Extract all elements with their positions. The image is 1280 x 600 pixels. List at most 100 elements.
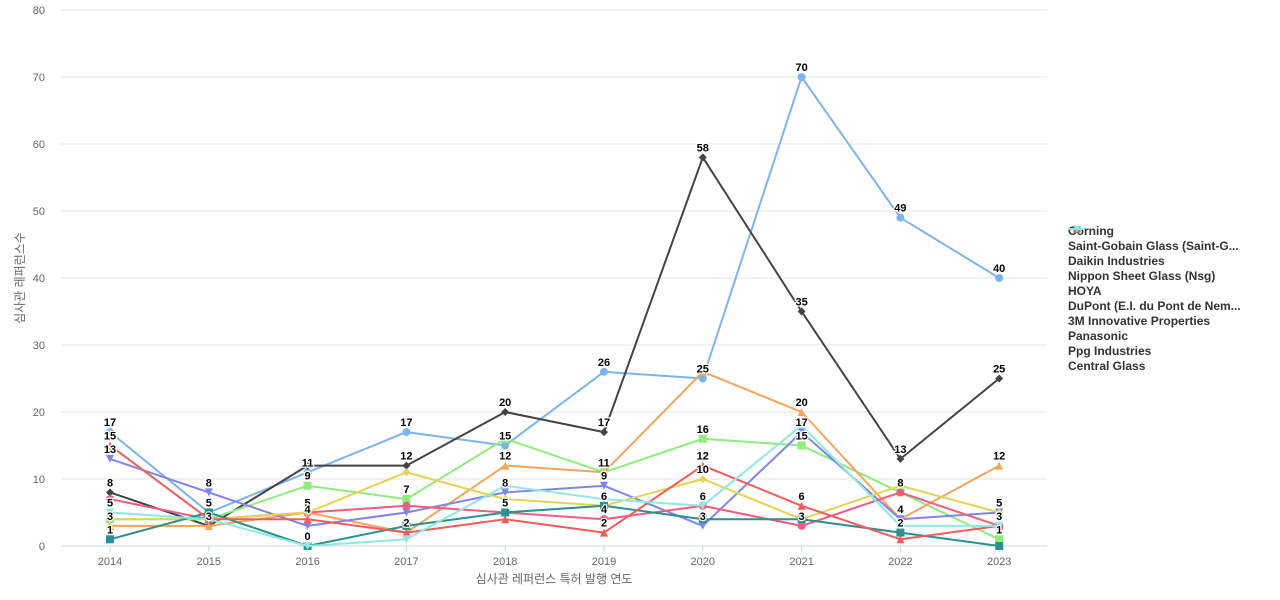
- y-tick-label: 70: [33, 72, 45, 84]
- data-point[interactable]: [797, 521, 806, 530]
- data-point[interactable]: [698, 501, 707, 510]
- data-point[interactable]: [797, 408, 806, 416]
- data-point[interactable]: [995, 374, 1004, 383]
- legend-item[interactable]: 3M Innovative Properties: [1068, 225, 1278, 328]
- data-point[interactable]: [303, 515, 312, 524]
- data-point[interactable]: [600, 481, 608, 490]
- data-point[interactable]: [106, 428, 114, 437]
- data-point[interactable]: [106, 495, 114, 504]
- data-point[interactable]: [204, 521, 213, 530]
- data-point[interactable]: [402, 501, 411, 510]
- legend-item[interactable]: Nippon Sheet Glass (Nsg): [1068, 225, 1278, 283]
- data-point[interactable]: [797, 441, 806, 450]
- data-point[interactable]: [698, 515, 707, 524]
- data-point[interactable]: [501, 434, 510, 443]
- data-point[interactable]: [501, 461, 510, 470]
- data-point[interactable]: [106, 515, 114, 524]
- data-point[interactable]: [698, 374, 707, 383]
- series-line[interactable]: [109, 504, 1001, 547]
- series-line[interactable]: [109, 444, 1001, 541]
- data-point[interactable]: [896, 528, 905, 537]
- data-point[interactable]: [995, 508, 1004, 517]
- legend-item[interactable]: DuPont (E.I. du Pont de Nem...: [1068, 225, 1278, 313]
- series-line[interactable]: [109, 471, 1001, 521]
- data-point[interactable]: [797, 501, 806, 510]
- data-point[interactable]: [797, 428, 806, 437]
- legend-item[interactable]: Saint-Gobain Glass (Saint-G...: [1068, 225, 1278, 253]
- data-point[interactable]: [698, 367, 707, 376]
- legend-item[interactable]: Central Glass: [1068, 225, 1278, 373]
- legend-item[interactable]: Corning: [1068, 223, 1278, 238]
- data-point[interactable]: [106, 508, 114, 517]
- data-point[interactable]: [204, 488, 213, 497]
- data-point[interactable]: [896, 535, 905, 544]
- data-point[interactable]: [896, 488, 905, 497]
- data-point[interactable]: [303, 521, 312, 530]
- data-point[interactable]: [501, 481, 510, 490]
- data-point[interactable]: [303, 542, 312, 550]
- data-point[interactable]: [995, 535, 1004, 544]
- legend-item[interactable]: Panasonic: [1068, 225, 1278, 343]
- data-point[interactable]: [501, 408, 510, 416]
- data-point[interactable]: [995, 542, 1004, 550]
- data-point[interactable]: [303, 461, 312, 470]
- data-point[interactable]: [896, 481, 905, 490]
- data-point[interactable]: [698, 521, 707, 530]
- data-point[interactable]: [402, 508, 411, 517]
- series-line[interactable]: [109, 156, 1001, 527]
- data-point[interactable]: [600, 495, 608, 504]
- data-point[interactable]: [600, 501, 608, 510]
- data-label: 2: [601, 518, 607, 530]
- data-point[interactable]: [204, 508, 213, 517]
- data-point[interactable]: [204, 515, 213, 524]
- data-point[interactable]: [896, 454, 905, 463]
- data-point[interactable]: [600, 528, 608, 537]
- data-point[interactable]: [402, 468, 411, 477]
- data-point[interactable]: [698, 153, 707, 162]
- data-point[interactable]: [797, 515, 806, 524]
- data-point[interactable]: [106, 535, 114, 544]
- data-point[interactable]: [896, 521, 905, 530]
- data-point[interactable]: [995, 274, 1004, 282]
- data-point[interactable]: [106, 521, 114, 530]
- data-point[interactable]: [402, 535, 411, 544]
- data-point[interactable]: [698, 475, 707, 483]
- data-point[interactable]: [501, 508, 510, 517]
- data-point[interactable]: [303, 468, 312, 477]
- legend-item[interactable]: HOYA: [1068, 225, 1278, 298]
- data-point[interactable]: [698, 434, 707, 443]
- legend-label: HOYA: [1068, 283, 1102, 298]
- legend-item[interactable]: Daikin Industries: [1068, 225, 1278, 268]
- data-point[interactable]: [896, 515, 905, 524]
- data-point[interactable]: [106, 454, 114, 463]
- data-point[interactable]: [106, 441, 114, 450]
- data-point[interactable]: [698, 461, 707, 470]
- data-point[interactable]: [600, 428, 608, 437]
- series-line[interactable]: [109, 437, 1001, 541]
- data-point[interactable]: [501, 441, 510, 450]
- data-point[interactable]: [501, 488, 510, 497]
- data-point[interactable]: [106, 488, 114, 497]
- data-point[interactable]: [600, 515, 608, 524]
- legend-item[interactable]: Ppg Industries: [1068, 225, 1278, 358]
- data-point[interactable]: [797, 421, 806, 430]
- data-point[interactable]: [303, 508, 312, 517]
- data-point[interactable]: [402, 495, 411, 504]
- data-point[interactable]: [402, 428, 411, 437]
- data-point[interactable]: [797, 307, 806, 316]
- data-label: 9: [601, 471, 607, 483]
- data-point[interactable]: [402, 461, 411, 470]
- data-point[interactable]: [501, 495, 510, 504]
- data-point[interactable]: [995, 521, 1004, 530]
- series-line[interactable]: [109, 76, 1001, 514]
- data-point[interactable]: [501, 515, 510, 524]
- data-point[interactable]: [995, 461, 1004, 470]
- data-point[interactable]: [797, 73, 806, 81]
- data-point[interactable]: [896, 213, 905, 222]
- data-point[interactable]: [402, 521, 411, 530]
- data-point[interactable]: [402, 528, 411, 537]
- series-line[interactable]: [109, 424, 1001, 547]
- data-point[interactable]: [600, 468, 608, 477]
- data-point[interactable]: [600, 367, 608, 376]
- data-point[interactable]: [303, 481, 312, 490]
